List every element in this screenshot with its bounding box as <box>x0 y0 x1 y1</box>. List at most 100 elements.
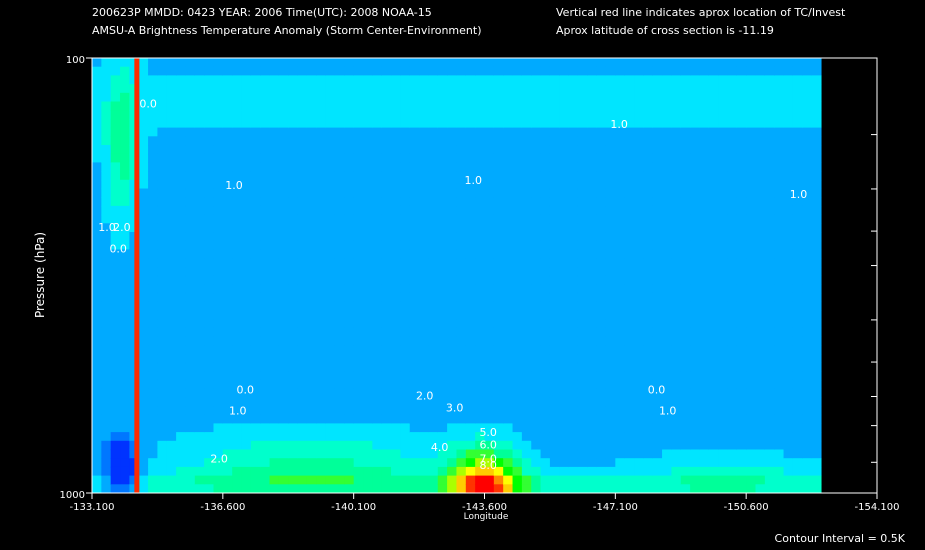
field-cell <box>605 240 616 250</box>
field-cell <box>755 136 766 146</box>
field-cell <box>241 214 252 224</box>
field-cell <box>456 249 467 259</box>
field-cell <box>792 66 803 76</box>
field-cell <box>531 406 542 416</box>
field-cell <box>148 214 159 224</box>
field-cell <box>456 258 467 268</box>
field-cell <box>409 284 420 294</box>
field-cell <box>288 240 299 250</box>
field-cell <box>755 232 766 242</box>
field-cell <box>409 319 420 329</box>
field-cell <box>755 292 766 303</box>
field-cell <box>381 171 392 181</box>
field-cell <box>699 397 710 407</box>
field-cell <box>400 362 411 372</box>
field-cell <box>101 292 112 303</box>
field-cell <box>269 423 280 433</box>
field-cell <box>493 92 504 103</box>
field-cell <box>419 275 430 285</box>
field-cell <box>194 258 205 268</box>
field-cell <box>148 232 159 242</box>
field-cell <box>269 301 280 311</box>
field-cell <box>409 275 420 285</box>
field-cell <box>671 449 682 459</box>
field-cell <box>783 214 794 224</box>
field-cell <box>783 266 794 277</box>
field-cell <box>690 414 701 424</box>
field-cell <box>428 371 439 381</box>
field-cell <box>409 440 420 451</box>
field-cell <box>624 75 635 85</box>
field-cell <box>643 266 654 277</box>
field-cell <box>363 362 373 372</box>
field-cell <box>549 397 560 407</box>
field-cell <box>101 345 112 355</box>
field-cell <box>540 397 551 407</box>
field-cell <box>325 84 336 94</box>
field-cell <box>568 84 579 94</box>
field-cell <box>662 171 673 181</box>
field-cell <box>353 336 364 346</box>
field-cell <box>484 162 495 172</box>
field-cell <box>634 388 644 398</box>
field-cell <box>764 214 775 224</box>
field-cell <box>503 214 514 224</box>
field-cell <box>690 371 701 381</box>
field-cell <box>297 162 308 172</box>
field-cell <box>110 92 121 103</box>
field-cell <box>419 440 430 451</box>
field-cell <box>269 153 280 163</box>
field-cell <box>306 301 317 311</box>
field-cell <box>475 223 486 233</box>
field-cell <box>652 258 663 268</box>
field-cell <box>269 266 280 277</box>
field-cell <box>549 440 560 451</box>
field-cell <box>652 240 663 250</box>
field-cell <box>634 84 644 94</box>
field-cell <box>699 275 710 285</box>
field-cell <box>213 449 224 459</box>
field-cell <box>783 388 794 398</box>
field-cell <box>615 153 626 163</box>
field-cell <box>334 362 345 372</box>
field-cell <box>166 136 177 146</box>
field-cell <box>615 205 626 216</box>
field-cell <box>521 336 532 346</box>
field-cell <box>288 353 299 364</box>
field-cell <box>755 66 766 76</box>
field-cell <box>549 336 560 346</box>
field-cell <box>101 118 112 129</box>
field-cell <box>222 414 233 424</box>
field-cell <box>176 179 187 190</box>
field-cell <box>232 171 243 181</box>
field-cell <box>353 423 364 433</box>
field-cell <box>260 197 271 207</box>
field-cell <box>232 232 243 242</box>
field-cell <box>774 118 785 129</box>
field-cell <box>306 101 317 111</box>
field-cell <box>531 84 542 94</box>
field-cell <box>577 292 588 303</box>
field-cell <box>568 432 579 442</box>
field-cell <box>166 58 177 68</box>
field-cell <box>587 345 598 355</box>
field-cell <box>708 475 719 485</box>
field-cell <box>680 310 691 320</box>
field-cell <box>512 371 523 381</box>
field-cell <box>774 179 785 190</box>
field-cell <box>587 406 598 416</box>
field-cell <box>615 110 626 120</box>
field-cell <box>680 188 691 198</box>
field-cell <box>213 432 224 442</box>
field-cell <box>512 232 523 242</box>
field-cell <box>811 101 822 111</box>
field-cell <box>559 214 570 224</box>
field-cell <box>568 223 579 233</box>
field-cell <box>764 232 775 242</box>
field-cell <box>381 336 392 346</box>
field-cell <box>568 292 579 303</box>
field-cell <box>409 232 420 242</box>
field-cell <box>409 249 420 259</box>
field-cell <box>690 232 701 242</box>
field-cell <box>166 310 177 320</box>
